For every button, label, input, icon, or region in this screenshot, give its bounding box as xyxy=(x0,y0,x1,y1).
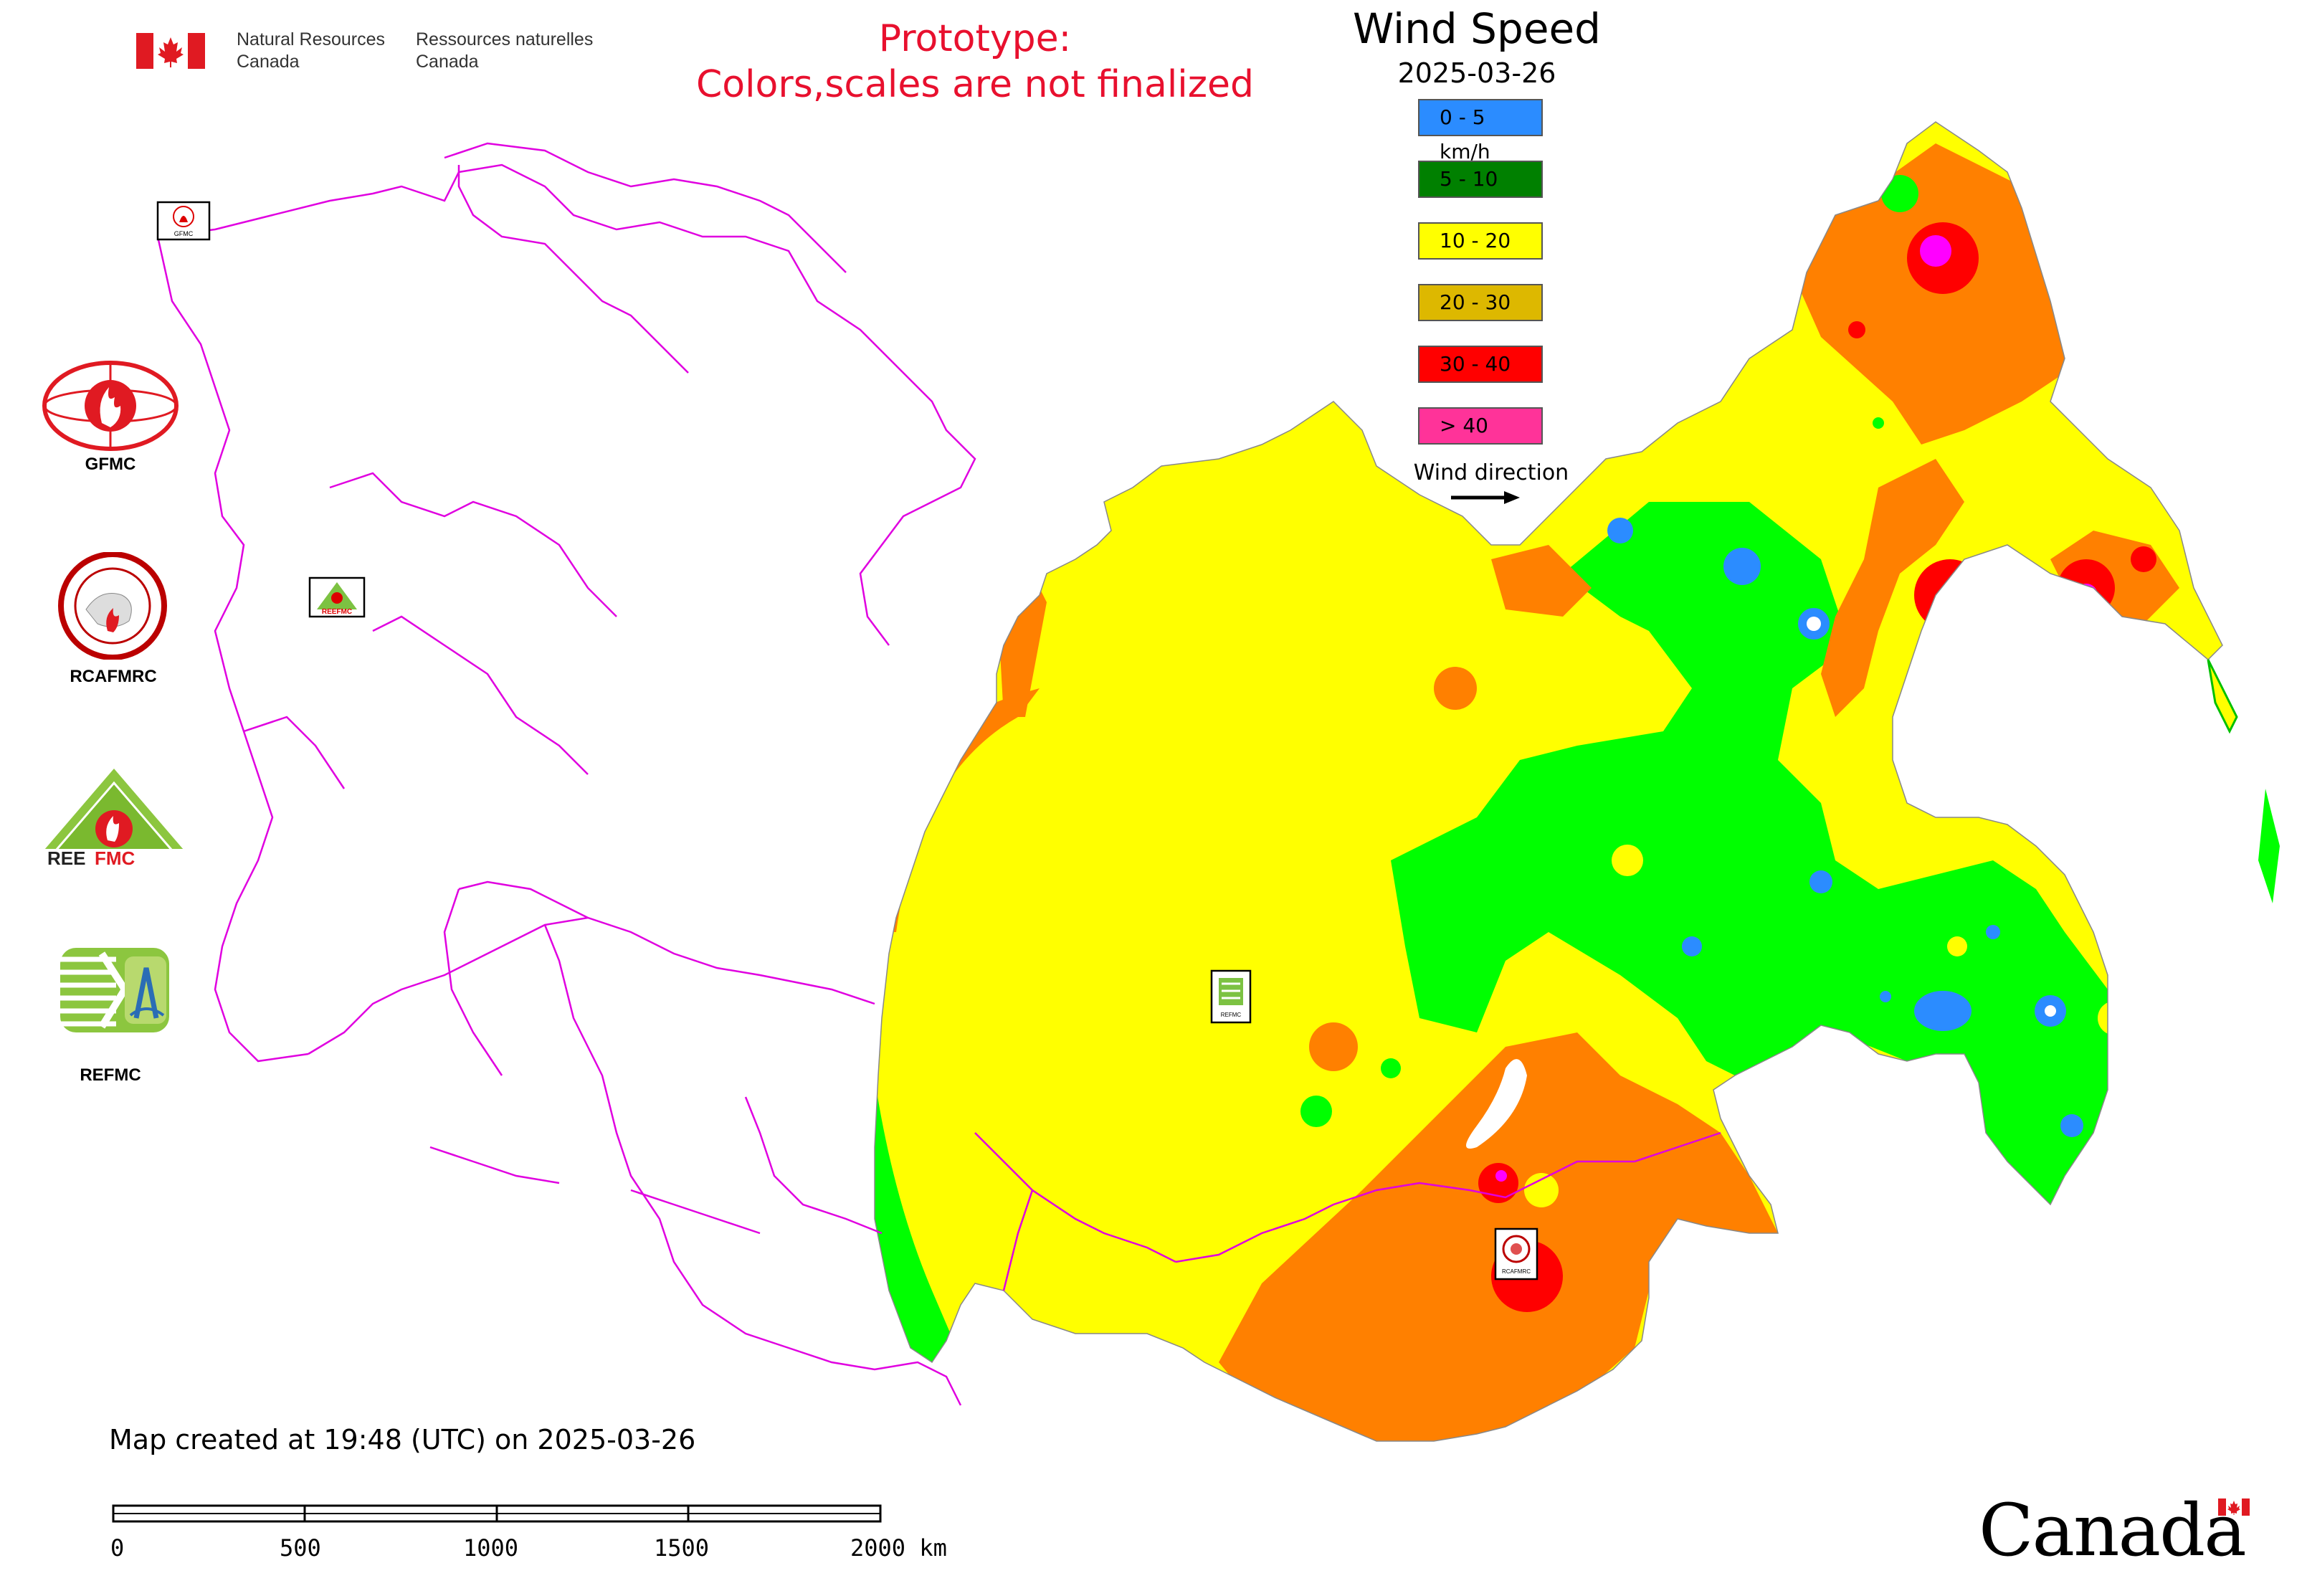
wind-direction-label: Wind direction xyxy=(1413,460,1569,485)
wind-cell-magenta xyxy=(1495,1170,1507,1182)
svg-text:FMC: FMC xyxy=(95,847,135,869)
government-signature: Natural Resources Canada Ressources natu… xyxy=(136,27,609,77)
map-created-timestamp: Map created at 19:48 (UTC) on 2025-03-26 xyxy=(109,1424,696,1455)
wind-cell-green xyxy=(1881,175,1918,212)
legend-date: 2025-03-26 xyxy=(1397,57,1556,89)
svg-text:REFMC: REFMC xyxy=(1221,1012,1242,1018)
wind-zone-green-west xyxy=(875,932,975,1405)
wind-zone-orange-coast xyxy=(1821,459,1964,717)
refmc-logo xyxy=(60,948,169,1032)
wind-cell-orange xyxy=(1434,667,1477,710)
wind-cell-yellow xyxy=(2098,1001,2132,1035)
lake xyxy=(1807,617,1821,631)
canada-flag-icon xyxy=(2217,1498,2250,1516)
wind-cell-green xyxy=(1873,417,1884,429)
legend-title: Wind Speed xyxy=(1352,4,1602,53)
wind-direction-arrow-icon xyxy=(1451,491,1520,504)
wind-cell-yellow xyxy=(1524,1173,1559,1207)
wind-cell-green xyxy=(1381,1058,1401,1078)
wind-cell-blue xyxy=(1914,991,1972,1031)
scale-tick-label: 1500 xyxy=(654,1534,709,1562)
wind-cell-blue xyxy=(1986,925,2000,939)
gov-name-english: Natural Resources Canada xyxy=(237,29,386,72)
svg-text:GFMC: GFMC xyxy=(174,230,194,237)
wind-cell-red xyxy=(2131,546,2156,572)
land-outline xyxy=(874,121,2223,1442)
canada-wordmark: Canada xyxy=(1979,1491,2250,1570)
wind-cell-blue xyxy=(1682,936,1702,956)
wind-cell-blue xyxy=(2060,1114,2083,1137)
wind-cell-magenta xyxy=(1920,235,1951,267)
gfmc-logo-label: GFMC xyxy=(85,455,136,474)
scale-tick-label: 500 xyxy=(280,1534,321,1562)
legend-item-10-20: 10 - 20 xyxy=(1418,222,1543,260)
rcafmrc-logo xyxy=(58,552,167,660)
gfmc-logo xyxy=(42,361,179,451)
island-sakhalin xyxy=(2258,789,2280,903)
rcafmrc-logo-label: RCAFMRC xyxy=(70,667,157,686)
svg-text:REE: REE xyxy=(47,847,85,869)
map-marker-gfmc[interactable]: GFMC xyxy=(156,201,211,241)
refmc-logo-label: REFMC xyxy=(80,1065,141,1085)
country-borders xyxy=(156,142,1721,1406)
legend-item-20-30: 20 - 30 xyxy=(1418,284,1543,321)
wind-zone-orange-northeast xyxy=(1792,143,2065,445)
wind-cell-blue xyxy=(1723,548,1761,585)
wind-zone-green-central xyxy=(1391,502,2122,1219)
scale-tick-label: 2000 km xyxy=(850,1534,947,1562)
scale-tick-label: 1000 xyxy=(463,1534,518,1562)
svg-text:RCAFMRC: RCAFMRC xyxy=(1502,1268,1531,1275)
svg-text:REEFMC: REEFMC xyxy=(322,608,352,616)
scale-bar: 0 500 1000 1500 2000 km xyxy=(110,1504,947,1562)
prototype-notice: Prototype: Colors,scales are not finaliz… xyxy=(695,17,1255,106)
wind-zone-orange-taymyr xyxy=(1491,545,1592,617)
wind-cell-magenta xyxy=(2075,584,2098,607)
map-marker-refmc[interactable]: REFMC xyxy=(1210,969,1252,1024)
lake-baikal xyxy=(1466,1059,1527,1149)
legend-item-5-10: 5 - 10 xyxy=(1418,161,1543,198)
legend-item-30-40: 30 - 40 xyxy=(1418,346,1543,383)
canada-flag-icon xyxy=(136,33,205,69)
wind-cell-red xyxy=(1848,321,1865,338)
wind-cell-blue xyxy=(1607,518,1633,543)
wind-cell-red xyxy=(1478,1163,1518,1203)
wind-cell-blue xyxy=(1809,870,1832,893)
legend-item-over-40: > 40 xyxy=(1418,407,1543,445)
wind-cell-red xyxy=(2058,559,2115,617)
wind-cell-yellow xyxy=(1947,936,1967,956)
legend-item-0-5: 0 - 5 km/h xyxy=(1418,99,1543,163)
wind-cell-orange xyxy=(1309,1022,1358,1071)
island-kuril xyxy=(2207,659,2238,734)
wind-cell-yellow xyxy=(1612,845,1643,876)
scale-tick-label: 0 xyxy=(110,1534,124,1562)
lake xyxy=(2045,1005,2056,1017)
wind-cell-red xyxy=(1914,559,1986,631)
map-marker-reefmc[interactable]: REEFMC xyxy=(308,576,366,618)
map-marker-rcafmrc[interactable]: RCAFMRC xyxy=(1494,1227,1538,1281)
wind-cell-green xyxy=(1300,1096,1332,1127)
reefmc-logo: REE FMC xyxy=(40,769,188,869)
wind-cell-blue xyxy=(1880,991,1891,1002)
gov-name-french: Ressources naturelles Canada xyxy=(416,29,594,72)
